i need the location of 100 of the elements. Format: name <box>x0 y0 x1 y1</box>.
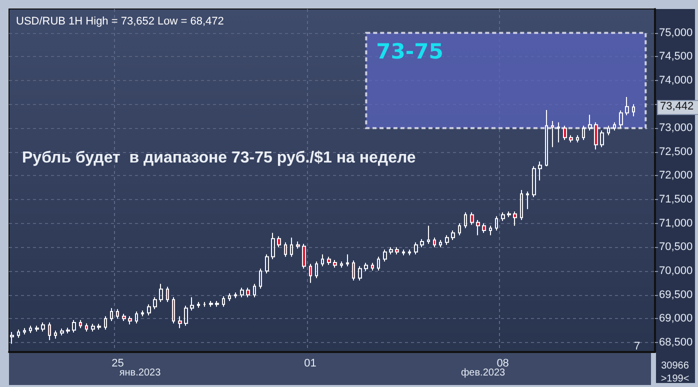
candlestick <box>321 254 324 267</box>
candlestick <box>54 330 57 340</box>
candlestick <box>85 322 88 332</box>
band-label: 73-75 <box>376 39 444 64</box>
candlestick <box>48 322 51 341</box>
text: USD/RUB 1H High = 73,652 Low = 68,472 <box>16 16 224 28</box>
candlestick <box>302 243 306 270</box>
candlestick <box>315 260 318 279</box>
candlestick <box>41 322 45 332</box>
y-tick-label: 74,500 <box>659 50 693 63</box>
y-tick-label: 68,500 <box>659 336 693 348</box>
candlestick <box>60 328 64 336</box>
candlestick <box>408 249 411 256</box>
candlestick <box>178 316 182 329</box>
candlestick <box>501 212 505 222</box>
candlestick <box>91 323 95 332</box>
annotation: 7 <box>634 340 640 352</box>
y-tick-label: 70,000 <box>659 265 693 278</box>
candlestick <box>17 329 20 338</box>
y-tick-label: 75,000 <box>659 26 693 39</box>
candlestick <box>333 260 337 268</box>
candlestick <box>538 160 542 181</box>
candlestick <box>576 134 579 143</box>
candlestick <box>240 287 244 298</box>
y-tick-label: 74,000 <box>659 74 693 86</box>
candlestick <box>141 310 144 317</box>
candlestick <box>253 283 256 298</box>
y-tick-label: 69,500 <box>659 288 693 301</box>
y-tick-label: 72,000 <box>659 170 693 182</box>
x-tick-label: 25 <box>112 358 124 370</box>
candlestick <box>458 222 461 236</box>
candlestick <box>625 96 629 116</box>
candlestick <box>482 222 486 234</box>
y-tick-label: 72,500 <box>659 146 693 158</box>
candlestick <box>122 313 126 322</box>
candlestick <box>427 225 430 244</box>
candlestick <box>389 246 393 255</box>
candlestick <box>507 210 511 218</box>
candlestick <box>445 234 449 246</box>
candlestick <box>271 232 275 260</box>
text: 73,442 <box>660 100 694 113</box>
candlestick <box>110 308 113 322</box>
candlestick <box>35 325 39 332</box>
candlestick <box>364 262 368 272</box>
candlestick <box>433 237 436 248</box>
candlestick <box>104 316 107 330</box>
annotation: Рубль будет в диапазоне 73-75 руб./$1 на неделе <box>22 150 416 166</box>
candlestick <box>66 327 70 334</box>
candlestick <box>464 212 467 229</box>
candlestick <box>215 300 219 308</box>
candlestick <box>371 262 374 272</box>
candlestick <box>284 242 287 258</box>
candlestick <box>190 296 194 312</box>
candlestick <box>153 296 157 310</box>
candlestick <box>228 292 231 302</box>
candlestick <box>358 266 362 282</box>
candlestick <box>309 263 312 284</box>
candlestick <box>97 323 101 330</box>
x-tick-label: 01 <box>304 358 316 370</box>
candlestick <box>346 254 349 267</box>
y-tick-label: 73,000 <box>659 122 693 134</box>
text: >199< <box>660 374 690 384</box>
candlestick <box>128 316 132 325</box>
text: янв.2023 <box>119 368 162 378</box>
candlestick <box>296 240 300 250</box>
candlestick <box>489 225 492 236</box>
candlestick <box>147 304 151 316</box>
candlestick <box>72 320 76 333</box>
candlestick <box>246 287 250 298</box>
candlestick <box>470 212 474 226</box>
candlestick <box>532 166 536 198</box>
candlestick <box>135 311 138 324</box>
text: 30966 <box>661 360 690 372</box>
candlestick <box>209 300 213 308</box>
candlestick <box>377 256 380 272</box>
candlestick <box>259 268 262 290</box>
candlestick <box>526 190 529 210</box>
candlestick <box>172 296 175 324</box>
candlestick <box>79 320 82 329</box>
candlestick <box>116 308 119 320</box>
y-tick-label: 71,000 <box>659 217 693 230</box>
candlestick <box>476 220 480 236</box>
candlestick <box>451 230 455 241</box>
candlestick <box>600 130 604 148</box>
candlestick <box>513 210 517 226</box>
candlestick <box>290 237 293 258</box>
text: фев.2023 <box>460 368 506 378</box>
y-tick-label: 71,500 <box>659 194 693 206</box>
candlestick <box>166 286 169 302</box>
candlestick <box>23 328 26 335</box>
candlestick <box>277 236 281 248</box>
candlestick <box>632 104 635 117</box>
candlestick <box>395 246 399 255</box>
candlestick <box>402 249 405 256</box>
candlestick <box>495 216 498 232</box>
candlestick <box>383 249 387 262</box>
candlestick <box>352 260 355 282</box>
candlestick <box>265 254 269 274</box>
candlestick <box>29 325 32 334</box>
candlestick <box>439 240 442 248</box>
